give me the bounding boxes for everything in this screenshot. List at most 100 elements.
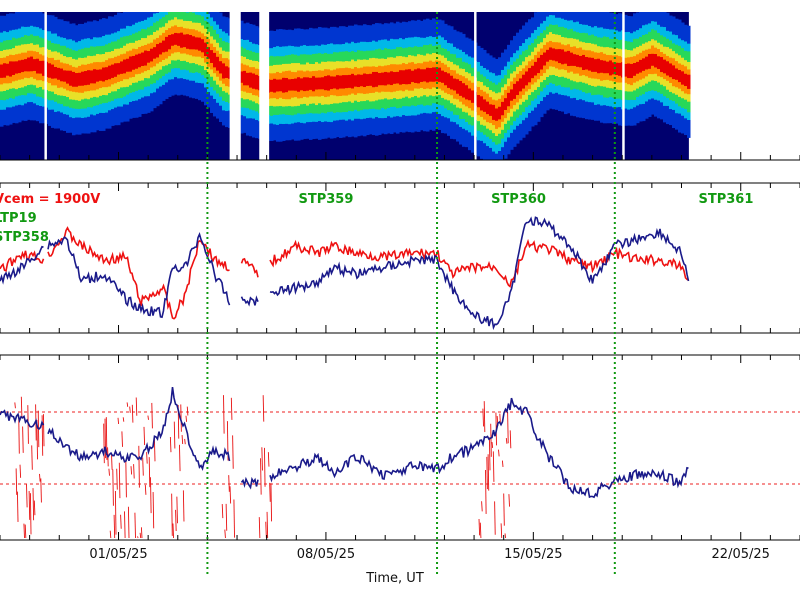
spectrogram-cell bbox=[426, 67, 430, 83]
spectrogram-cell bbox=[207, 47, 211, 59]
spectrogram-cell bbox=[504, 98, 508, 110]
spectrogram-cell bbox=[465, 85, 469, 100]
spike-mark bbox=[182, 490, 185, 522]
spectrogram-cell bbox=[351, 73, 355, 89]
spectrogram-cell bbox=[360, 74, 364, 87]
spike-mark bbox=[14, 402, 16, 409]
spectrogram-cell bbox=[183, 34, 187, 48]
spectrogram-cell bbox=[375, 71, 379, 87]
spectrogram-cell bbox=[111, 64, 115, 78]
spectrogram-cell bbox=[75, 73, 79, 87]
spectrogram-cell bbox=[36, 58, 40, 74]
spectrogram-cell bbox=[138, 53, 142, 68]
spectrogram-cell bbox=[15, 61, 19, 74]
spectrogram-cell bbox=[3, 63, 7, 78]
spectrogram-cell bbox=[39, 60, 43, 74]
spike-mark bbox=[129, 406, 131, 413]
spectrogram-cell bbox=[390, 71, 394, 86]
spectrogram-cell bbox=[657, 56, 661, 69]
spike-mark bbox=[133, 464, 135, 479]
spectrogram-cell bbox=[534, 61, 538, 76]
spike-mark bbox=[487, 454, 490, 491]
spectrogram-cell bbox=[612, 62, 616, 75]
spectrogram-cell bbox=[147, 51, 151, 63]
spectrogram-cell bbox=[156, 44, 160, 58]
spectrogram-cell bbox=[90, 70, 94, 84]
spike-mark bbox=[112, 469, 114, 506]
spectrogram-cell bbox=[519, 78, 523, 92]
spectrogram-cell bbox=[27, 57, 31, 72]
spike-mark bbox=[262, 395, 265, 422]
spectrogram-cell bbox=[30, 56, 34, 72]
spectrogram-cell bbox=[9, 61, 13, 77]
spectrogram-cell bbox=[549, 47, 553, 60]
spectrogram-cell bbox=[513, 83, 517, 99]
spike-mark bbox=[229, 486, 232, 504]
spectrogram-cell bbox=[573, 54, 577, 66]
spectrogram-cell bbox=[414, 69, 418, 83]
x-tick-label: 01/05/25 bbox=[89, 547, 147, 562]
spectrogram-cell bbox=[564, 51, 568, 64]
spectrogram-cell bbox=[150, 48, 154, 62]
spectrogram-cell bbox=[342, 75, 346, 89]
spectrogram-cell bbox=[108, 65, 112, 80]
spectrogram-cell bbox=[324, 76, 328, 91]
spike-mark bbox=[31, 445, 33, 470]
data-gap bbox=[622, 12, 625, 160]
spike-mark bbox=[127, 506, 130, 539]
spectrogram-cell bbox=[297, 77, 301, 92]
spectrogram-cell bbox=[210, 50, 214, 63]
spike-mark bbox=[500, 523, 503, 539]
spike-mark bbox=[221, 504, 224, 519]
spectrogram-cell bbox=[336, 75, 340, 90]
spike-mark bbox=[15, 468, 18, 495]
spectrogram-cell bbox=[189, 35, 193, 50]
spectrogram-cell bbox=[633, 63, 637, 76]
spectrogram-cell bbox=[255, 74, 259, 90]
spectrogram-cell bbox=[333, 76, 337, 89]
spike-mark bbox=[16, 491, 19, 522]
spike-mark bbox=[498, 449, 500, 457]
spectrogram-cell bbox=[180, 32, 184, 48]
spectrogram-cell bbox=[318, 77, 322, 90]
spectrogram-cell bbox=[468, 88, 472, 101]
spectrogram-cell bbox=[543, 52, 547, 66]
spectrogram-cell bbox=[105, 67, 109, 81]
spectrogram-cell bbox=[33, 59, 37, 71]
spectrogram-cell bbox=[246, 72, 250, 86]
stp-boundary-lines bbox=[206, 12, 616, 575]
spike-mark bbox=[488, 437, 491, 471]
stp-label-359: STP359 bbox=[298, 192, 353, 207]
spectrogram-cell bbox=[279, 79, 283, 92]
threshold-lines bbox=[0, 411, 800, 485]
x-tick-label: 15/05/25 bbox=[504, 547, 562, 562]
spike-mark bbox=[490, 423, 492, 457]
spectrogram-cell bbox=[477, 95, 481, 108]
count-rate-ticks bbox=[0, 183, 800, 333]
spike-mark bbox=[186, 406, 189, 416]
red-spike-markers bbox=[14, 395, 512, 539]
spectrogram-cell bbox=[171, 34, 175, 46]
spectrogram-cell bbox=[654, 54, 658, 68]
spike-mark bbox=[266, 511, 269, 539]
spectrogram-cell bbox=[66, 70, 70, 84]
spectrogram-panel bbox=[0, 12, 800, 161]
spectrogram-cell bbox=[24, 59, 28, 72]
data-gap bbox=[259, 12, 270, 160]
spike-mark bbox=[142, 457, 144, 476]
spectrogram-cell bbox=[501, 101, 505, 116]
spike-mark bbox=[485, 469, 487, 514]
spike-mark bbox=[20, 396, 23, 419]
spike-mark bbox=[116, 468, 118, 490]
stp-label-361: STP361 bbox=[698, 192, 753, 207]
spectrogram-cell bbox=[249, 72, 253, 88]
spectrogram-cell bbox=[135, 54, 139, 69]
spectrogram-cell bbox=[354, 75, 358, 87]
spike-mark bbox=[122, 417, 125, 422]
spike-mark bbox=[505, 438, 508, 444]
spectrogram-cell bbox=[435, 67, 439, 82]
spectrogram-cell bbox=[144, 50, 148, 66]
spectrogram-cell bbox=[576, 54, 580, 67]
spectrogram-cell bbox=[12, 61, 16, 75]
spike-mark bbox=[233, 499, 235, 538]
